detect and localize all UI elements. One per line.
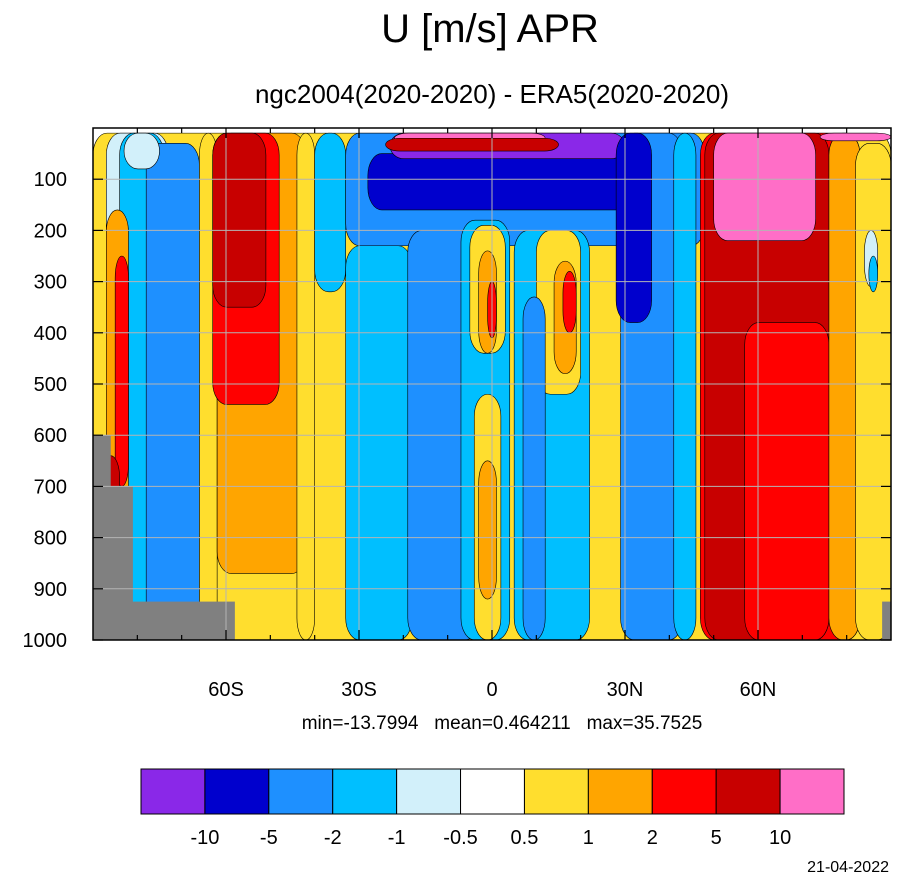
y-tick-label: 900	[34, 579, 67, 601]
contour-region-31	[478, 460, 497, 600]
colorbar-swatch	[268, 768, 334, 815]
colorbar-label: -5	[260, 827, 278, 849]
contour-region-28	[562, 271, 577, 334]
y-tick-label: 800	[34, 528, 67, 550]
contour-region-15	[367, 153, 648, 211]
x-tick-label: 30S	[341, 679, 377, 701]
colorbar-swatch	[779, 768, 845, 815]
y-tick-label: 600	[34, 425, 67, 447]
colorbar-swatch	[715, 768, 781, 815]
plot-area	[93, 132, 891, 640]
colorbar-swatch	[204, 768, 270, 815]
contour-region-12	[296, 132, 315, 640]
contour-region-34	[673, 132, 697, 640]
contour-region-29	[522, 296, 546, 640]
contour-region-3	[145, 143, 200, 640]
missing-region-3	[882, 601, 891, 640]
colorbar-label: -2	[324, 827, 342, 849]
colorbar: -10 -5 -2 -1 -0.5 0.5 1 2 5 10	[140, 768, 845, 849]
y-tick-label: 1000	[23, 630, 68, 652]
x-tick-label: 60N	[740, 679, 777, 701]
colorbar-swatch	[140, 768, 206, 815]
x-axis: 60S 30S 0 30N 60N	[136, 128, 848, 701]
colorbar-swatch	[651, 768, 717, 815]
footer-date: 21-04-2022	[807, 859, 889, 876]
y-tick-label: 700	[34, 476, 67, 498]
colorbar-swatch	[332, 768, 398, 815]
x-tick-label: 0	[486, 679, 497, 701]
colorbar-swatch	[460, 768, 525, 815]
contour-region-4	[123, 132, 160, 170]
colorbar-label: 10	[769, 827, 791, 849]
stats-text: min=-13.7994 mean=0.464211 max=35.7525	[302, 713, 703, 734]
x-tick-label: 30N	[607, 679, 644, 701]
colorbar-label: -10	[190, 827, 219, 849]
colorbar-swatch	[523, 768, 589, 815]
contour-region-40	[819, 132, 891, 142]
colorbar-label: 2	[647, 827, 658, 849]
x-tick-label: 60S	[208, 679, 244, 701]
grid-lines	[93, 128, 891, 640]
y-tick-label: 500	[34, 374, 67, 396]
contour-region-33	[615, 132, 652, 323]
colorbar-swatch	[396, 768, 462, 815]
missing-region-2	[101, 601, 235, 640]
y-axis: 100 200 300 400 500 600 700 800 900 1000	[23, 169, 891, 652]
contour-region-39	[713, 132, 816, 241]
chart-title: U [m/s] APR	[381, 7, 599, 51]
colorbar-label: 5	[711, 827, 722, 849]
contour-region-41	[855, 143, 891, 640]
colorbar-label: 1	[583, 827, 594, 849]
colorbar-swatch	[587, 768, 653, 815]
chart-subtitle: ngc2004(2020-2020) - ERA5(2020-2020)	[255, 79, 729, 109]
contour-region-37	[744, 322, 830, 640]
y-tick-label: 200	[34, 220, 67, 242]
y-tick-label: 400	[34, 323, 67, 345]
contour-region-43	[868, 255, 878, 293]
y-tick-label: 300	[34, 272, 67, 294]
y-tick-label: 100	[34, 169, 67, 191]
contour-region-18	[385, 137, 559, 152]
contour-region-13	[314, 132, 346, 293]
contour-region-19	[345, 245, 413, 640]
contour-region-11	[212, 132, 267, 308]
colorbar-label: -0.5	[443, 827, 477, 849]
contour-region-6	[114, 255, 129, 487]
colorbar-label: 0.5	[511, 827, 539, 849]
colorbar-label: -1	[388, 827, 406, 849]
